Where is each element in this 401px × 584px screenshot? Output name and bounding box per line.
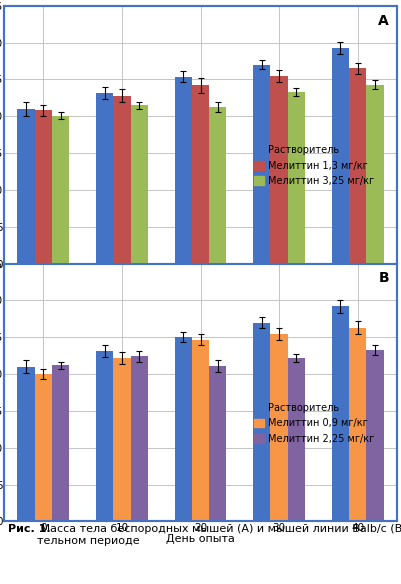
- Bar: [17, 109, 34, 263]
- Bar: [52, 365, 69, 522]
- Bar: [367, 350, 384, 522]
- Bar: [192, 85, 209, 263]
- Bar: [96, 352, 113, 522]
- Bar: [270, 76, 288, 263]
- Bar: [113, 96, 131, 263]
- Bar: [349, 68, 367, 263]
- Bar: [52, 116, 69, 263]
- Text: Масса тела беспородных мышей (А) и мышей линии Balb/c (В) в период курса введени: Масса тела беспородных мышей (А) и мышей…: [37, 524, 401, 546]
- Bar: [17, 367, 34, 522]
- Bar: [34, 110, 52, 263]
- Bar: [174, 338, 192, 522]
- Bar: [288, 358, 305, 522]
- Bar: [96, 93, 113, 263]
- Bar: [131, 105, 148, 263]
- Text: B: B: [379, 272, 389, 286]
- Bar: [288, 92, 305, 263]
- Bar: [253, 322, 270, 522]
- Bar: [253, 65, 270, 263]
- Bar: [192, 339, 209, 522]
- Bar: [131, 356, 148, 522]
- Legend: Растворитель, Мелиттин 1,3 мг/кг, Мелиттин 3,25 мг/кг: Растворитель, Мелиттин 1,3 мг/кг, Мелитт…: [253, 144, 376, 188]
- Bar: [209, 107, 227, 263]
- Legend: Растворитель, Мелиттин 0,9 мг/кг, Мелиттин 2,25 мг/кг: Растворитель, Мелиттин 0,9 мг/кг, Мелитт…: [253, 401, 376, 446]
- Bar: [174, 77, 192, 263]
- Bar: [34, 374, 52, 522]
- X-axis label: День опыта: День опыта: [166, 276, 235, 286]
- Text: A: A: [379, 13, 389, 27]
- Bar: [349, 328, 367, 522]
- Bar: [113, 358, 131, 522]
- Bar: [270, 333, 288, 522]
- Bar: [332, 307, 349, 522]
- Bar: [367, 85, 384, 263]
- Text: Рис. 1.: Рис. 1.: [8, 524, 51, 534]
- X-axis label: День опыта: День опыта: [166, 534, 235, 544]
- Bar: [332, 48, 349, 263]
- Bar: [209, 366, 227, 522]
